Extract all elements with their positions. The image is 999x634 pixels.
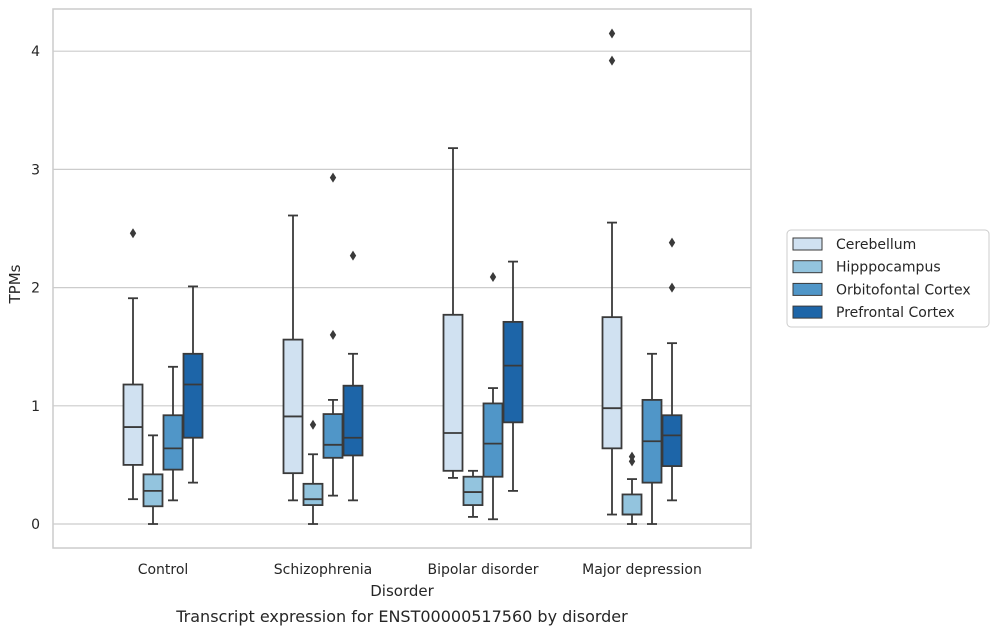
legend-label: Cerebellum bbox=[836, 237, 916, 253]
box-cerebellum bbox=[601, 28, 623, 516]
outlier-point bbox=[309, 419, 317, 430]
box-orbitofontal-cortex bbox=[322, 172, 344, 497]
y-tick-label: 2 bbox=[31, 281, 40, 297]
outlier-point bbox=[349, 250, 357, 261]
box-iqr bbox=[302, 482, 324, 506]
box-prefrontal-cortex bbox=[661, 237, 683, 502]
outlier-point bbox=[129, 228, 137, 239]
y-tick-label: 4 bbox=[31, 44, 40, 60]
outlier-point bbox=[329, 329, 337, 340]
box-cerebellum bbox=[442, 147, 464, 479]
outlier-point bbox=[668, 282, 676, 293]
box-prefrontal-cortex bbox=[182, 285, 204, 484]
x-axis-title: Disorder bbox=[370, 582, 434, 600]
legend-swatch bbox=[792, 237, 823, 251]
box-cerebellum bbox=[282, 214, 304, 502]
legend-frame bbox=[786, 229, 990, 328]
box-plot-marks bbox=[122, 28, 683, 525]
x-tick-label: Schizophrenia bbox=[274, 562, 372, 578]
box-iqr bbox=[442, 313, 464, 472]
y-tick-label: 3 bbox=[31, 162, 40, 178]
x-tick-label: Bipolar disorder bbox=[427, 562, 538, 578]
y-tick-label: 0 bbox=[31, 517, 40, 533]
x-tick-label: Major depression bbox=[582, 562, 702, 578]
box-iqr bbox=[462, 475, 484, 506]
box-iqr bbox=[502, 320, 524, 424]
legend: Cerebellum Hipppocampus Orbitofontal Corte… bbox=[786, 229, 990, 328]
box-prefrontal-cortex bbox=[342, 250, 364, 502]
box-hipppocampus bbox=[142, 434, 164, 525]
box-iqr bbox=[661, 414, 683, 467]
box-orbitofontal-cortex bbox=[641, 352, 663, 525]
legend-swatch bbox=[792, 305, 823, 319]
legend-label: Prefrontal Cortex bbox=[836, 305, 955, 321]
box-orbitofontal-cortex bbox=[162, 365, 184, 502]
outlier-point bbox=[329, 172, 337, 183]
box-iqr bbox=[482, 402, 504, 478]
box-iqr bbox=[342, 384, 364, 457]
legend-label: Orbitofontal Cortex bbox=[836, 282, 971, 298]
outlier-point bbox=[608, 28, 616, 39]
box-iqr bbox=[162, 414, 184, 471]
box-iqr bbox=[282, 338, 304, 475]
box-iqr bbox=[122, 383, 144, 466]
box-cerebellum bbox=[122, 228, 144, 501]
outlier-point bbox=[628, 451, 636, 462]
box-hipppocampus bbox=[621, 451, 643, 525]
legend-label: Hipppocampus bbox=[836, 260, 941, 276]
legend-swatch bbox=[792, 260, 823, 274]
box-prefrontal-cortex bbox=[502, 260, 524, 492]
box-iqr bbox=[322, 413, 344, 459]
outlier-point bbox=[608, 55, 616, 66]
chart-caption: Transcript expression for ENST0000051756… bbox=[175, 607, 628, 626]
box-hipppocampus bbox=[462, 469, 484, 518]
outlier-point bbox=[668, 237, 676, 248]
y-tick-label: 1 bbox=[31, 399, 40, 415]
box-hipppocampus bbox=[302, 419, 324, 525]
box-iqr bbox=[601, 316, 623, 450]
legend-swatch bbox=[792, 282, 823, 296]
x-tick-labels: Control Schizophrenia Bipolar disorder Majo… bbox=[138, 562, 702, 578]
outlier-point bbox=[489, 271, 497, 282]
plot-frame bbox=[52, 8, 752, 549]
box-iqr bbox=[621, 493, 643, 516]
x-tick-label: Control bbox=[138, 562, 189, 578]
y-tick-labels: 0 1 2 3 4 bbox=[31, 44, 40, 533]
y-axis-title: TPMs bbox=[6, 264, 24, 304]
box-iqr bbox=[182, 352, 204, 439]
box-orbitofontal-cortex bbox=[482, 271, 504, 521]
